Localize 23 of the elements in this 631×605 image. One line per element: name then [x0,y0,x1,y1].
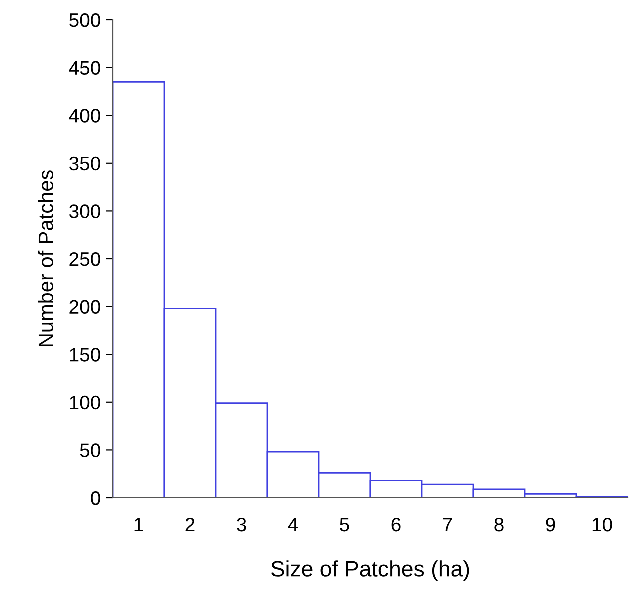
x-tick-label: 3 [237,518,246,532]
y-tick-label: 150 [70,348,100,362]
x-tick-label: 8 [494,518,504,532]
y-tick-label: 100 [70,396,100,410]
y-tick-label: 300 [69,204,100,218]
x-tick-label: 6 [392,518,401,532]
y-axis-title: Number of Patches [38,170,54,346]
x-axis-title: Size of Patches (ha) [271,560,470,582]
x-tick-label: 4 [288,518,298,532]
y-tick-label: 0 [91,491,100,506]
x-tick-label: 5 [340,518,350,532]
y-tick-label: 350 [69,156,100,171]
x-tick-label: 9 [546,518,556,532]
y-tick-label: 200 [70,300,100,314]
x-tick-label: 10 [592,518,612,532]
x-tick-label: 7 [443,518,452,532]
y-tick-label: 450 [69,61,100,76]
x-tick-label: 2 [186,518,195,532]
y-tick-label: 250 [70,252,100,266]
y-tick-label: 50 [80,444,100,458]
y-tick-label: 500 [70,13,100,28]
y-tick-label: 400 [69,109,100,123]
x-tick-label: 1 [134,518,144,532]
